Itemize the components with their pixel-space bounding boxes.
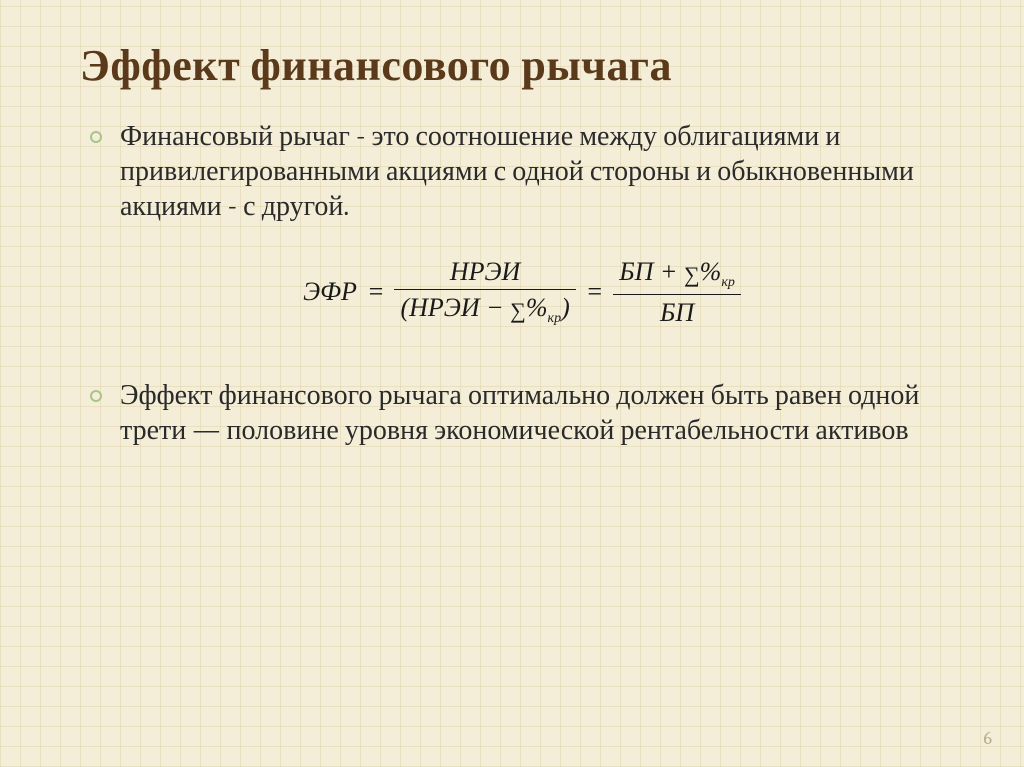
formula-equation: ЭФР = НРЭИ (НРЭИ − ∑%кр) = БП + ∑%кр БП (303, 254, 741, 330)
frac1-denominator: (НРЭИ − ∑%кр) (394, 290, 575, 330)
page-title: Эффект финансового рычага (80, 40, 964, 91)
den-prefix: (НРЭИ − (400, 293, 510, 322)
sigma-icon: ∑ (510, 298, 526, 323)
bullet-text: Эффект финансового рычага оптимально дол… (120, 378, 964, 448)
formula-lhs: ЭФР (303, 277, 357, 307)
bullet-item: Финансовый рычаг - это соотношение между… (80, 119, 964, 224)
bullet-item: Эффект финансового рычага оптимально дол… (80, 378, 964, 448)
equals-sign: = (586, 277, 604, 307)
fraction-2: БП + ∑%кр БП (613, 254, 741, 330)
bullet-text: Финансовый рычаг - это соотношение между… (120, 119, 964, 224)
sigma-icon: ∑ (684, 262, 700, 287)
subscript-kr: кр (548, 311, 562, 326)
slide-container: Эффект финансового рычага Финансовый рыч… (0, 0, 1024, 767)
fraction-1: НРЭИ (НРЭИ − ∑%кр) (394, 254, 575, 330)
frac1-numerator: НРЭИ (444, 254, 526, 289)
bullet-icon (90, 390, 102, 402)
bullet-icon (90, 131, 102, 143)
formula-block: ЭФР = НРЭИ (НРЭИ − ∑%кр) = БП + ∑%кр БП (80, 254, 964, 330)
percent-sign: % (526, 293, 548, 322)
num-prefix: БП + (619, 257, 684, 286)
frac2-denominator: БП (654, 295, 700, 330)
page-number: 6 (984, 728, 992, 749)
equals-sign: = (367, 277, 385, 307)
percent-sign: % (700, 257, 722, 286)
subscript-kr: кр (721, 275, 735, 290)
den-suffix: ) (561, 293, 570, 322)
frac2-numerator: БП + ∑%кр (613, 254, 741, 294)
